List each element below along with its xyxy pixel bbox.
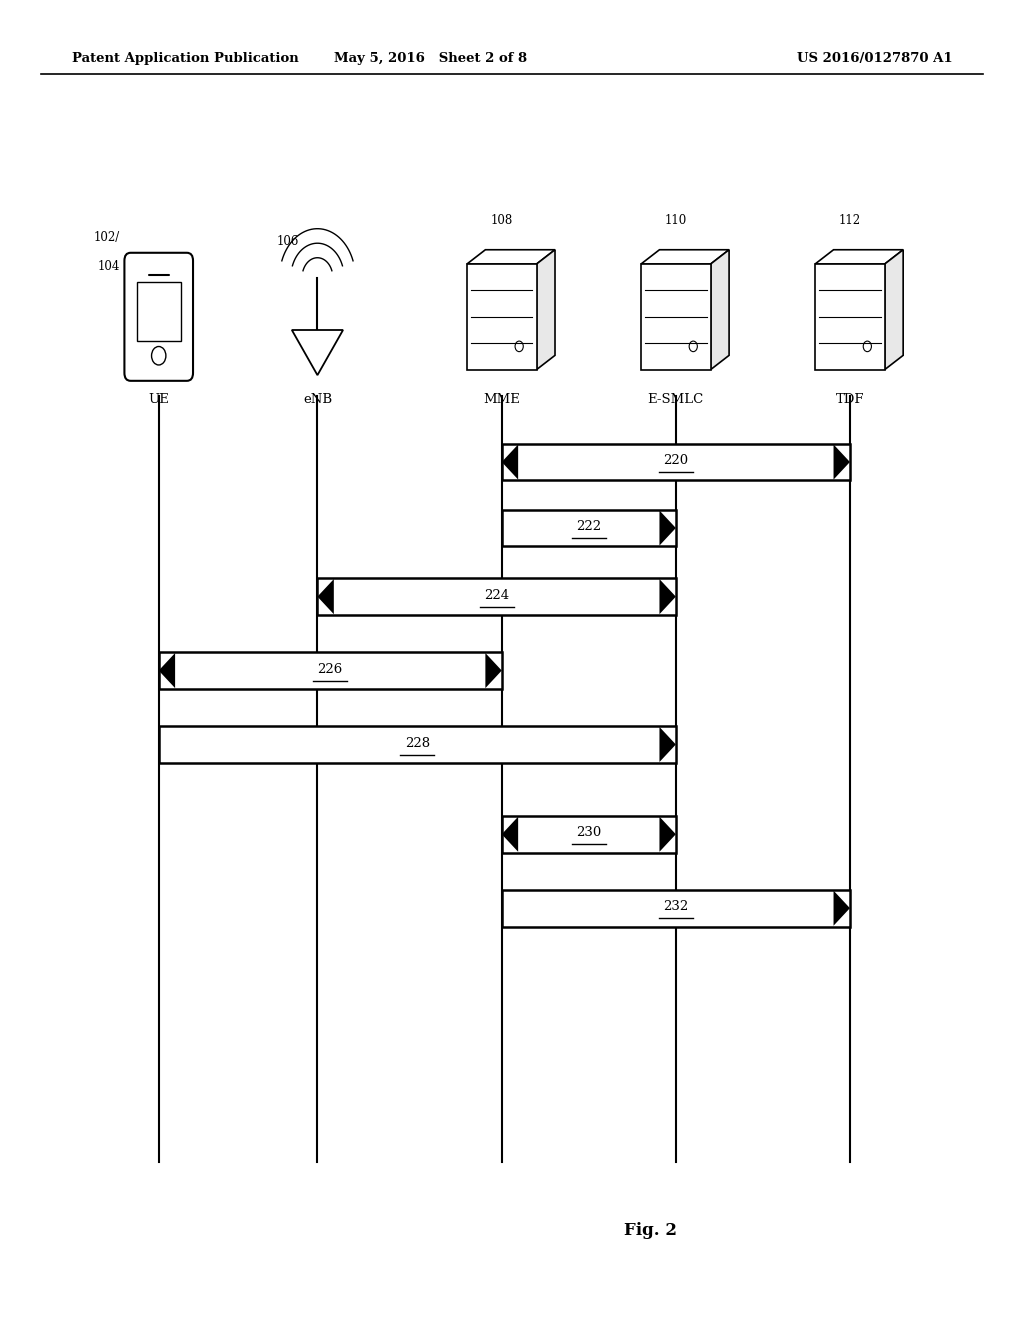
Text: Fig. 2: Fig. 2	[624, 1222, 677, 1238]
Text: 232: 232	[664, 900, 688, 913]
Bar	[159, 726, 676, 763]
Text: 230: 230	[577, 826, 601, 840]
Polygon shape	[659, 817, 676, 851]
Text: UE: UE	[148, 393, 169, 407]
Bar	[502, 890, 850, 927]
Polygon shape	[659, 727, 676, 762]
Polygon shape	[885, 249, 903, 370]
Polygon shape	[815, 249, 903, 264]
Text: MME: MME	[483, 393, 520, 407]
Text: 220: 220	[664, 454, 688, 467]
Text: eNB: eNB	[303, 393, 332, 407]
Polygon shape	[317, 579, 334, 614]
Polygon shape	[659, 511, 676, 545]
Bar	[159, 652, 502, 689]
Polygon shape	[834, 891, 850, 925]
Polygon shape	[641, 249, 729, 264]
Polygon shape	[537, 249, 555, 370]
Text: 226: 226	[317, 663, 343, 676]
Text: US 2016/0127870 A1: US 2016/0127870 A1	[797, 51, 952, 65]
Polygon shape	[502, 817, 518, 851]
Polygon shape	[485, 653, 502, 688]
Bar	[502, 510, 676, 546]
Text: 222: 222	[577, 520, 601, 533]
Text: TDF: TDF	[836, 393, 864, 407]
Text: 110: 110	[665, 214, 687, 227]
Text: Patent Application Publication: Patent Application Publication	[72, 51, 298, 65]
Text: 104: 104	[97, 260, 120, 273]
Bar	[317, 578, 676, 615]
Bar	[502, 444, 850, 480]
Polygon shape	[711, 249, 729, 370]
Bar	[502, 816, 676, 853]
Text: 102/: 102/	[93, 231, 120, 244]
Text: 228: 228	[404, 737, 430, 750]
Bar	[815, 264, 885, 370]
Polygon shape	[159, 653, 175, 688]
Text: 224: 224	[484, 589, 509, 602]
Text: 108: 108	[490, 214, 513, 227]
Polygon shape	[834, 445, 850, 479]
Text: 112: 112	[839, 214, 861, 227]
Text: E-SMLC: E-SMLC	[648, 393, 703, 407]
Bar	[641, 264, 711, 370]
Bar	[137, 282, 180, 341]
Polygon shape	[659, 579, 676, 614]
Polygon shape	[502, 445, 518, 479]
Polygon shape	[467, 249, 555, 264]
Bar	[467, 264, 537, 370]
FancyBboxPatch shape	[125, 253, 193, 380]
Polygon shape	[292, 330, 343, 375]
Text: 106: 106	[276, 235, 299, 248]
Text: May 5, 2016   Sheet 2 of 8: May 5, 2016 Sheet 2 of 8	[334, 51, 526, 65]
